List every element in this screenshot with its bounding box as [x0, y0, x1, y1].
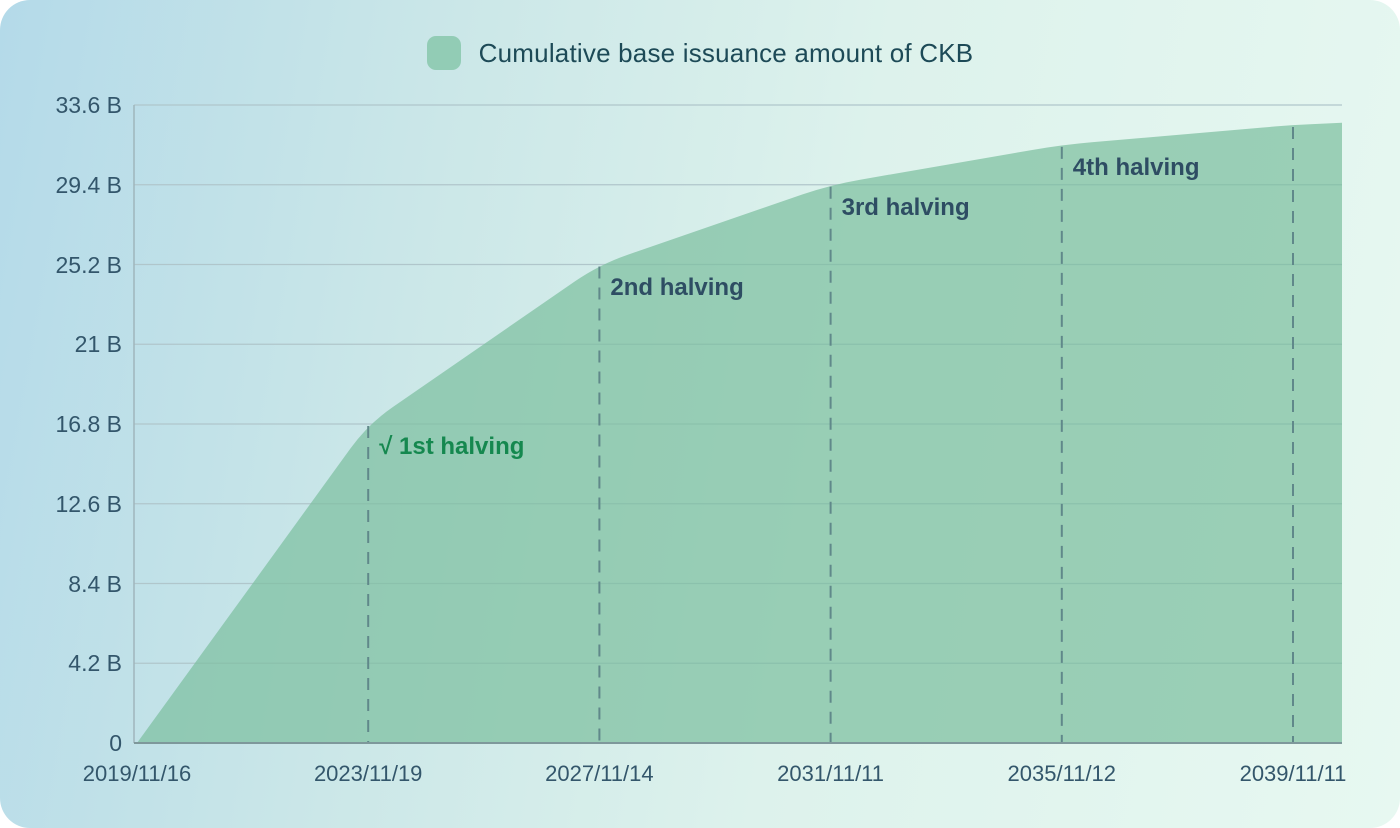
issuance-area-series[interactable] — [137, 122, 1342, 744]
legend-label: Cumulative base issuance amount of CKB — [478, 37, 974, 68]
legend[interactable]: Cumulative base issuance amount of CKB — [0, 36, 1400, 70]
legend-swatch — [426, 36, 461, 70]
